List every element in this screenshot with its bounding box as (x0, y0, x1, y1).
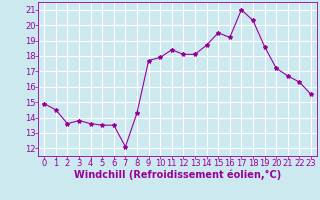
X-axis label: Windchill (Refroidissement éolien,°C): Windchill (Refroidissement éolien,°C) (74, 169, 281, 180)
